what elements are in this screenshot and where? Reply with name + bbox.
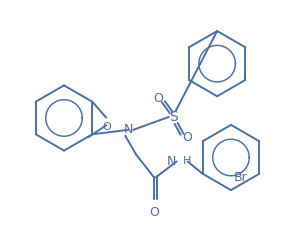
Text: O: O <box>183 131 193 144</box>
Text: O: O <box>153 92 163 105</box>
Text: H: H <box>183 156 191 166</box>
Text: O: O <box>149 206 159 219</box>
Text: S: S <box>169 110 178 124</box>
Text: Br: Br <box>234 171 248 184</box>
Text: N: N <box>166 155 176 168</box>
Text: O: O <box>103 122 111 132</box>
Text: N: N <box>123 123 133 136</box>
